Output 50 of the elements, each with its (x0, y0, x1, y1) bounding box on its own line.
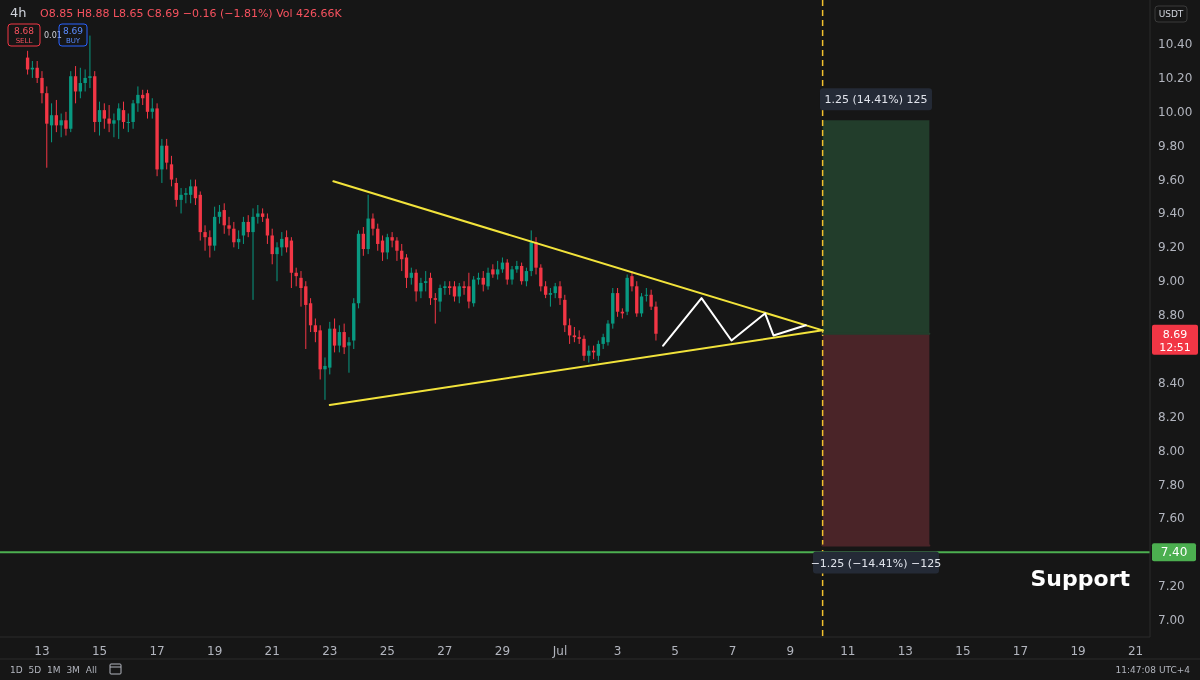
y-tick-label: 9.00 (1158, 274, 1185, 289)
y-tick-label: 8.80 (1158, 308, 1185, 323)
annotation: Support (1030, 566, 1131, 591)
x-tick-label: 15 (955, 644, 971, 658)
x-tick-label: 21 (264, 644, 280, 658)
y-tick-label: 7.60 (1158, 511, 1185, 526)
annotation: 1.25 (14.41%) 125 (824, 93, 928, 107)
annotation: 0.01 (44, 31, 62, 40)
y-tick-label: 9.20 (1158, 240, 1185, 255)
x-tick-label: 15 (91, 644, 108, 658)
x-tick-label: 21 (1127, 644, 1144, 658)
y-tick-label: 9.80 (1158, 138, 1185, 153)
annotation: O8.85 H8.88 L8.65 C8.69 −0.16 (−1.81%) Vol 426.66K (40, 7, 343, 20)
annotation: 4h (10, 5, 27, 20)
x-tick-label: 3 (613, 644, 622, 658)
y-tick-label: 10.20 (1158, 70, 1193, 85)
text: 8.69 (1162, 327, 1188, 341)
y-tick-label: 7.80 (1158, 477, 1185, 492)
x-tick-label: 13 (34, 644, 50, 658)
y-tick-label: 8.40 (1158, 375, 1185, 390)
x-tick-label: 5 (671, 644, 679, 658)
y-tick-label: 8.00 (1158, 443, 1185, 458)
text: USDT (1158, 9, 1184, 19)
annotation: −1.25 (−14.41%) −125 (810, 556, 942, 570)
text: 1D 5D 1M 3M All (10, 665, 97, 675)
text: 11:47:08 UTC+4 (1115, 665, 1191, 675)
y-tick-label: 10.00 (1158, 104, 1193, 119)
x-tick-label: 23 (322, 644, 338, 658)
annotation: 8.69 (62, 26, 84, 36)
y-tick-label: 9.40 (1158, 206, 1185, 221)
ref-line-label: 7.40 (1160, 545, 1188, 560)
x-tick-label: 29 (494, 644, 511, 658)
x-tick-label: Jul (551, 644, 568, 658)
y-tick-label: 9.60 (1158, 172, 1185, 187)
y-tick-label: 7.00 (1158, 613, 1185, 628)
x-tick-label: 27 (437, 644, 453, 658)
x-tick-label: 19 (207, 644, 223, 658)
y-tick-label: 10.40 (1158, 37, 1193, 52)
text: 12:51 (1159, 340, 1191, 354)
x-tick-label: 19 (1070, 644, 1086, 658)
x-tick-label: 7 (728, 644, 737, 658)
x-tick-label: 13 (897, 644, 914, 658)
y-tick-label: 8.20 (1158, 409, 1185, 424)
x-tick-label: 17 (149, 644, 165, 658)
x-tick-label: 9 (786, 644, 795, 658)
x-tick-label: 17 (1012, 644, 1029, 658)
x-tick-label: 11 (840, 644, 856, 658)
y-tick-label: 7.20 (1158, 579, 1185, 594)
annotation: 8.68 (13, 26, 35, 36)
x-tick-label: 25 (379, 644, 395, 658)
